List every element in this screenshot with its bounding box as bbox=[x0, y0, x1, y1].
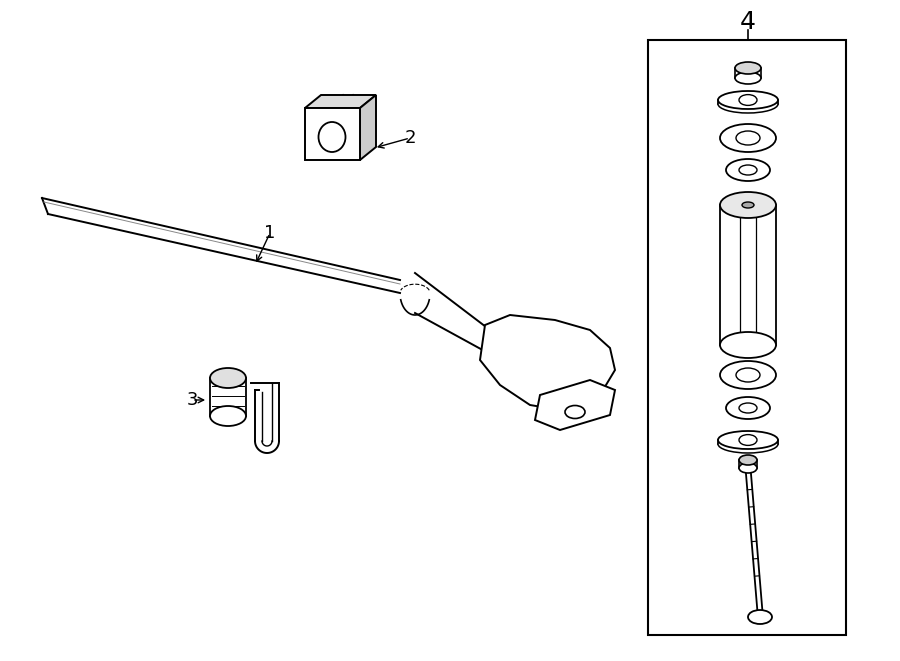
Ellipse shape bbox=[739, 165, 757, 175]
Ellipse shape bbox=[739, 95, 757, 105]
Ellipse shape bbox=[720, 332, 776, 358]
Ellipse shape bbox=[739, 455, 757, 465]
Ellipse shape bbox=[739, 403, 757, 413]
Ellipse shape bbox=[739, 463, 757, 473]
Ellipse shape bbox=[748, 610, 772, 624]
Ellipse shape bbox=[210, 368, 246, 388]
Ellipse shape bbox=[735, 62, 761, 74]
Ellipse shape bbox=[718, 95, 778, 113]
Text: 2: 2 bbox=[404, 129, 416, 147]
Ellipse shape bbox=[319, 122, 346, 152]
Ellipse shape bbox=[720, 192, 776, 218]
Polygon shape bbox=[305, 95, 376, 108]
Ellipse shape bbox=[726, 397, 770, 419]
Text: 1: 1 bbox=[265, 224, 275, 242]
Ellipse shape bbox=[210, 406, 246, 426]
Ellipse shape bbox=[718, 435, 778, 453]
Bar bbox=[648, 40, 846, 635]
Ellipse shape bbox=[718, 431, 778, 449]
Ellipse shape bbox=[726, 159, 770, 181]
Polygon shape bbox=[360, 95, 376, 160]
Ellipse shape bbox=[565, 405, 585, 418]
Ellipse shape bbox=[720, 124, 776, 152]
Ellipse shape bbox=[720, 361, 776, 389]
Ellipse shape bbox=[742, 202, 754, 208]
Polygon shape bbox=[535, 380, 615, 430]
Polygon shape bbox=[305, 108, 360, 160]
Text: 4: 4 bbox=[740, 10, 756, 34]
Ellipse shape bbox=[736, 131, 760, 145]
Ellipse shape bbox=[739, 434, 757, 446]
Ellipse shape bbox=[736, 368, 760, 382]
Ellipse shape bbox=[718, 91, 778, 109]
Text: 3: 3 bbox=[186, 391, 198, 409]
Ellipse shape bbox=[735, 72, 761, 84]
Polygon shape bbox=[480, 315, 615, 410]
